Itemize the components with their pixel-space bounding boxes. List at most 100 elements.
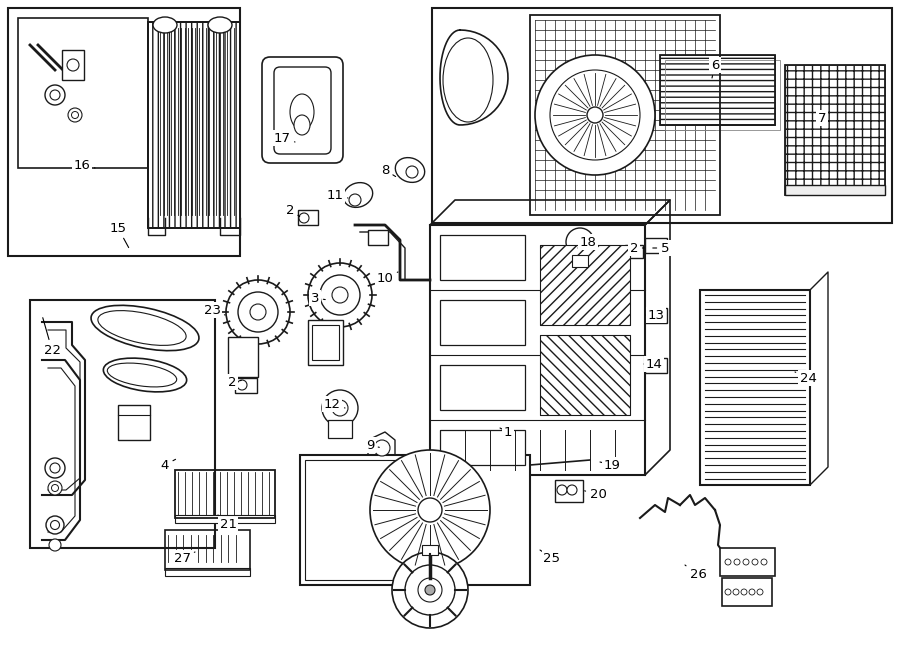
Text: 18: 18 [578,236,597,248]
Bar [118,405,150,440]
FancyBboxPatch shape [274,67,331,154]
Bar [328,420,352,438]
Circle shape [734,559,740,565]
Text: 10: 10 [376,271,398,285]
Bar [540,245,630,325]
Circle shape [392,552,468,628]
Circle shape [761,559,767,565]
Bar [722,578,772,606]
Bar [62,50,84,80]
Circle shape [741,589,747,595]
Ellipse shape [343,183,373,207]
Circle shape [725,589,731,595]
Text: 25: 25 [540,550,561,565]
FancyBboxPatch shape [262,57,343,163]
Text: 23: 23 [203,303,225,316]
Circle shape [332,287,348,303]
Circle shape [567,485,577,495]
Circle shape [566,228,594,256]
Ellipse shape [107,363,176,387]
Bar [312,325,339,360]
Bar [540,335,630,415]
Bar [440,235,525,280]
Text: 14: 14 [644,357,662,371]
Bar [645,238,667,253]
Circle shape [405,565,455,615]
Circle shape [50,90,60,100]
Text: 2: 2 [286,203,300,216]
Bar [572,255,588,267]
Text: 2: 2 [228,375,241,389]
Circle shape [587,107,603,123]
Circle shape [557,485,567,495]
Circle shape [226,280,290,344]
Text: 16: 16 [74,158,95,171]
Bar [298,210,318,225]
Circle shape [725,559,731,565]
Bar [785,185,885,195]
Circle shape [370,450,490,570]
Circle shape [237,380,247,390]
Text: 15: 15 [110,222,129,248]
Text: 2: 2 [630,242,644,254]
Bar [308,320,343,365]
Circle shape [49,539,61,551]
Circle shape [50,463,60,473]
Circle shape [418,578,442,602]
Circle shape [320,275,360,315]
Text: 19: 19 [600,459,620,471]
Text: 17: 17 [274,132,295,144]
Circle shape [406,166,418,178]
Bar [665,60,780,130]
Bar [555,480,583,502]
Circle shape [250,304,266,320]
Circle shape [425,585,435,595]
Text: 24: 24 [795,371,816,385]
Ellipse shape [395,158,425,183]
Bar [368,230,388,245]
Bar [430,225,645,475]
Text: 8: 8 [381,164,396,177]
Circle shape [349,194,361,206]
Bar [645,358,667,373]
Circle shape [550,70,640,160]
Ellipse shape [290,94,314,130]
Bar [440,365,525,410]
Circle shape [50,520,59,530]
Bar [785,65,885,195]
Bar [432,8,892,223]
Ellipse shape [104,358,186,392]
Bar [625,245,643,258]
Bar [645,308,667,323]
Ellipse shape [91,305,199,351]
Text: 4: 4 [161,459,176,471]
Circle shape [752,559,758,565]
Circle shape [332,400,348,416]
Bar [148,22,240,228]
Text: 3: 3 [310,291,325,305]
Circle shape [238,292,278,332]
Text: 27: 27 [174,551,195,565]
Circle shape [71,111,78,118]
Text: 9: 9 [365,438,379,451]
Ellipse shape [294,115,310,135]
Bar [530,15,720,215]
Circle shape [757,589,763,595]
Bar [720,548,775,576]
Bar [660,55,775,125]
Circle shape [45,85,65,105]
Bar [440,430,525,465]
Text: 11: 11 [327,189,348,201]
Circle shape [749,589,755,595]
Text: 6: 6 [711,58,719,78]
Ellipse shape [153,17,177,33]
Circle shape [48,481,62,495]
Circle shape [68,108,82,122]
Circle shape [67,59,79,71]
Bar [785,65,885,195]
Bar [540,245,630,325]
Bar [440,300,525,345]
Text: 22: 22 [43,318,60,357]
Text: 5: 5 [652,242,670,254]
Bar [30,300,215,548]
